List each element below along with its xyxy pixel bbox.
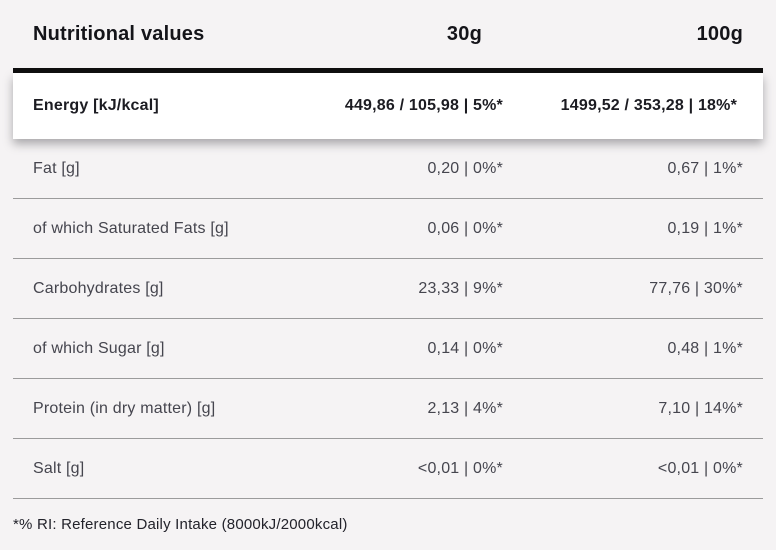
row-value-30g: 2,13 | 4%* <box>427 399 503 417</box>
header-separator <box>13 68 763 73</box>
table-row: of which Sugar [g] 0,14 | 0%* 0,48 | 1%* <box>13 319 763 379</box>
row-value-100g: 7,10 | 14%* <box>658 399 743 417</box>
table-row: Salt [g] <0,01 | 0%* <0,01 | 0%* <box>13 439 763 499</box>
row-value-30g: 23,33 | 9%* <box>418 279 503 297</box>
row-value-100g: 0,19 | 1%* <box>667 219 743 237</box>
energy-row: Energy [kJ/kcal] 449,86 / 105,98 | 5%* 1… <box>13 73 763 139</box>
row-value-100g: 0,48 | 1%* <box>667 339 743 357</box>
nutrition-table: Nutritional values 30g 100g Energy [kJ/k… <box>13 0 763 533</box>
row-label: Carbohydrates [g] <box>33 279 164 297</box>
row-label: Salt [g] <box>33 459 85 477</box>
row-label: Protein (in dry matter) [g] <box>33 399 216 417</box>
row-value-100g: 77,76 | 30%* <box>649 279 743 297</box>
energy-value-100g: 1499,52 / 353,28 | 18%* <box>560 97 737 114</box>
column-header-30g: 30g <box>446 22 482 45</box>
energy-row-label: Energy [kJ/kcal] <box>33 97 159 114</box>
row-value-100g: <0,01 | 0%* <box>657 459 743 477</box>
row-value-100g: 0,67 | 1%* <box>667 159 743 177</box>
table-header: Nutritional values 30g 100g <box>13 0 763 68</box>
row-value-30g: <0,01 | 0%* <box>417 459 503 477</box>
row-label: of which Saturated Fats [g] <box>33 219 229 237</box>
table-row: Carbohydrates [g] 23,33 | 9%* 77,76 | 30… <box>13 259 763 319</box>
energy-value-30g: 449,86 / 105,98 | 5%* <box>344 97 503 114</box>
footnote: *% RI: Reference Daily Intake (8000kJ/20… <box>13 516 348 533</box>
column-header-100g: 100g <box>696 22 743 45</box>
row-label: Fat [g] <box>33 159 80 177</box>
table-row: Protein (in dry matter) [g] 2,13 | 4%* 7… <box>13 379 763 439</box>
row-value-30g: 0,20 | 0%* <box>427 159 503 177</box>
row-value-30g: 0,14 | 0%* <box>427 339 503 357</box>
table-row: Fat [g] 0,20 | 0%* 0,67 | 1%* <box>13 139 763 199</box>
row-value-30g: 0,06 | 0%* <box>427 219 503 237</box>
table-row: of which Saturated Fats [g] 0,06 | 0%* 0… <box>13 199 763 259</box>
table-title: Nutritional values <box>33 22 205 45</box>
row-label: of which Sugar [g] <box>33 339 165 357</box>
